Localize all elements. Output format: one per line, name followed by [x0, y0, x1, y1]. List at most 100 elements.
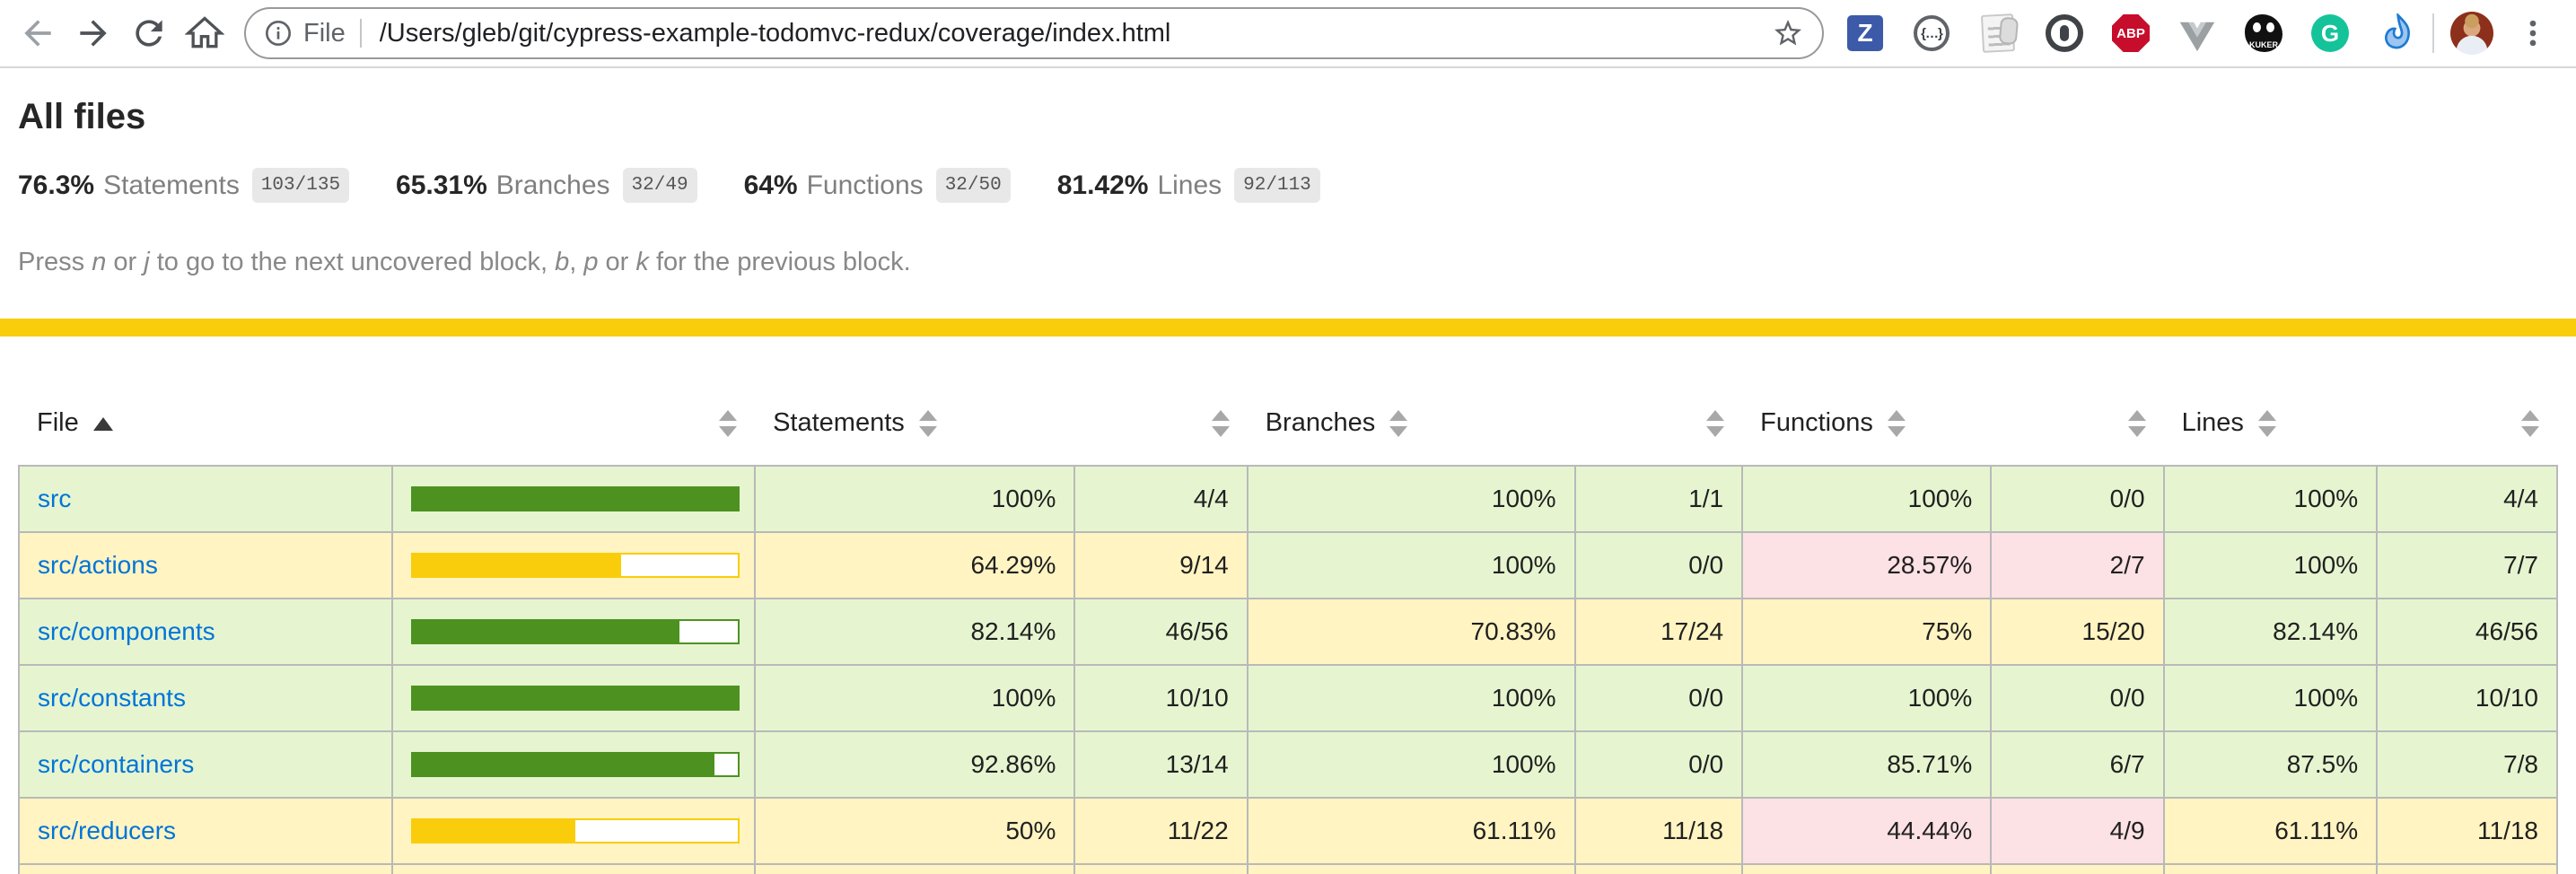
sort-toggle-icon[interactable]	[1706, 410, 1725, 438]
coverage-summary-table: File Statements Branches Functions Lines src…	[18, 387, 2558, 874]
coverage-bar-cell	[390, 531, 757, 599]
lines-pct-cell: 100%	[2162, 465, 2379, 533]
statements-fraction-cell: 11/22	[1073, 797, 1249, 865]
sort-toggle-icon[interactable]	[2257, 410, 2276, 438]
summary-metric-statements: 76.3% Statements 103/135	[18, 168, 350, 203]
column-header-chart[interactable]	[392, 387, 755, 466]
column-header-lines_pct[interactable]: Lines	[2164, 387, 2378, 466]
json-viewer-icon: {…}	[1914, 15, 1950, 51]
bookmark-star-icon[interactable]	[1772, 17, 1804, 49]
table-row: src/actions 64.29% 9/14 100% 0/0 28.57% 2/7 100…	[18, 531, 2558, 599]
statements-fraction-cell: 4/4	[1073, 465, 1249, 533]
keyboard-hint: Press n or j to go to the next uncovered…	[18, 248, 911, 276]
grammarly-icon: G	[2311, 14, 2349, 52]
table-row: src/reducers 50% 11/22 61.11% 11/18 44.44% 4/9…	[18, 797, 2558, 865]
column-header-functions_frac[interactable]	[1991, 387, 2163, 466]
url-separator	[359, 19, 362, 48]
profile-avatar[interactable]	[2450, 12, 2493, 55]
column-header-branches_frac[interactable]	[1575, 387, 1743, 466]
extension-blue-flame[interactable]	[2377, 13, 2416, 53]
statements-pct-cell: 50%	[754, 797, 1076, 865]
functions-pct-cell: 28.57%	[1741, 531, 1993, 599]
metric-label: Functions	[806, 170, 924, 200]
file-link[interactable]: src/actions	[38, 551, 158, 579]
forward-button[interactable]	[72, 12, 115, 55]
sort-toggle-icon[interactable]	[1389, 410, 1408, 438]
metric-percentage: 64%	[743, 170, 798, 200]
branches-pct-cell: 100%	[1246, 664, 1576, 732]
file-link[interactable]: src/containers	[38, 750, 195, 778]
reload-button[interactable]	[127, 12, 171, 55]
vue-devtools-icon	[2179, 22, 2215, 52]
file-link[interactable]: src/constants	[38, 684, 186, 712]
extension-one-password[interactable]	[2045, 13, 2084, 53]
file-link[interactable]: src/reducers	[38, 817, 177, 844]
coverage-bar-cell	[390, 465, 757, 533]
metric-fraction-badge: 32/49	[622, 168, 697, 203]
column-header-statements_pct[interactable]: Statements	[755, 387, 1074, 466]
functions-pct-cell: 75%	[1741, 598, 1993, 666]
sort-toggle-icon[interactable]	[2521, 410, 2539, 438]
branches-fraction-cell: 17/24	[1573, 598, 1744, 666]
page-title: All files	[18, 97, 146, 136]
metric-percentage: 76.3%	[18, 170, 95, 200]
sort-down-arrow	[1211, 426, 1230, 438]
sort-toggle-icon[interactable]	[719, 410, 738, 438]
column-header-functions_pct[interactable]: Functions	[1742, 387, 1991, 466]
kuker-icon: KUKER	[2245, 14, 2282, 52]
reload-icon	[136, 20, 162, 47]
back-button[interactable]	[16, 12, 59, 55]
extension-json-viewer[interactable]: {…}	[1912, 13, 1951, 53]
forward-arrow-icon	[80, 20, 107, 47]
home-button[interactable]	[183, 12, 226, 55]
url-text: /Users/gleb/git/cypress-example-todomvc-…	[379, 18, 1171, 48]
coverage-bar	[410, 818, 740, 843]
statements-pct-cell: 100%	[754, 664, 1076, 732]
sort-down-arrow	[1389, 426, 1408, 438]
browser-menu-button[interactable]	[2511, 12, 2554, 55]
sort-up-arrow	[918, 410, 937, 422]
functions-fraction-cell: 5/7	[1990, 863, 2165, 874]
column-header-label: File	[37, 408, 79, 437]
functions-fraction-cell: 15/20	[1990, 598, 2165, 666]
extension-grammarly[interactable]: G	[2310, 13, 2350, 53]
file-cell: src/selectors	[18, 863, 393, 874]
lines-pct-cell: 100%	[2162, 531, 2379, 599]
file-link[interactable]: src	[38, 485, 72, 512]
toolbar-separator	[2432, 13, 2434, 53]
address-bar[interactable]: File /Users/gleb/git/cypress-example-tod…	[244, 7, 1824, 59]
column-header-statements_frac[interactable]	[1074, 387, 1247, 466]
info-icon	[266, 21, 291, 46]
metric-label: Lines	[1157, 170, 1222, 200]
table-row: src/components 82.14% 46/56 70.83% 17/24 75% 1…	[18, 598, 2558, 666]
sort-down-arrow	[719, 426, 738, 438]
extension-kuker[interactable]: KUKER	[2244, 13, 2283, 53]
column-header-file[interactable]: File	[19, 387, 392, 466]
coverage-bar-cell	[390, 664, 757, 732]
branches-fraction-cell: 0/0	[1573, 730, 1744, 799]
coverage-bar	[410, 619, 740, 644]
extension-vue-devtools[interactable]	[2177, 13, 2217, 53]
functions-pct-cell: 100%	[1741, 465, 1993, 533]
branches-fraction-cell: 0/0	[1573, 664, 1744, 732]
column-header-lines_frac[interactable]	[2377, 387, 2557, 466]
coverage-bar-cell	[390, 730, 757, 799]
extension-adblock-plus[interactable]: ABP	[2111, 13, 2151, 53]
sort-toggle-icon[interactable]	[2127, 410, 2146, 438]
sort-toggle-icon[interactable]	[1211, 410, 1230, 438]
coverage-bar	[410, 686, 740, 711]
lines-pct-cell: 87.5%	[2162, 730, 2379, 799]
functions-pct-cell: 85.71%	[1741, 730, 1993, 799]
extension-zotero[interactable]: Z	[1845, 13, 1885, 53]
functions-fraction-cell: 2/7	[1990, 531, 2165, 599]
sort-toggle-icon[interactable]	[1887, 410, 1906, 438]
metric-percentage: 81.42%	[1056, 170, 1149, 200]
extension-scroll[interactable]	[1978, 13, 2018, 53]
column-header-branches_pct[interactable]: Branches	[1248, 387, 1575, 466]
file-link[interactable]: src/components	[38, 617, 215, 645]
sort-toggle-icon[interactable]	[918, 410, 937, 438]
coverage-bar-cell	[390, 797, 757, 865]
sort-up-arrow	[1389, 410, 1408, 422]
branches-fraction-cell: 11/18	[1573, 797, 1744, 865]
lines-fraction-cell: 46/56	[2376, 598, 2558, 666]
